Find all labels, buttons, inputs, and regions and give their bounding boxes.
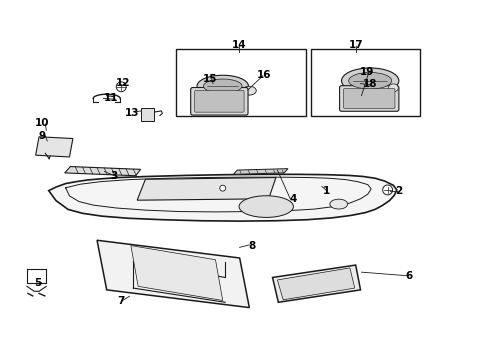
Text: 15: 15 <box>202 74 217 84</box>
Text: 8: 8 <box>247 240 255 251</box>
Ellipse shape <box>329 199 347 209</box>
Polygon shape <box>272 265 360 302</box>
Text: 13: 13 <box>124 108 139 118</box>
Bar <box>310 49 419 116</box>
Text: 17: 17 <box>347 40 362 50</box>
Text: 2: 2 <box>395 186 402 195</box>
Ellipse shape <box>197 75 248 97</box>
Polygon shape <box>131 246 223 301</box>
Text: 14: 14 <box>231 40 245 50</box>
Polygon shape <box>64 167 140 176</box>
Ellipse shape <box>239 196 293 217</box>
Ellipse shape <box>203 79 242 93</box>
Polygon shape <box>277 268 354 300</box>
Ellipse shape <box>387 84 398 92</box>
Polygon shape <box>233 168 287 174</box>
Polygon shape <box>49 174 396 221</box>
Text: 4: 4 <box>288 194 296 204</box>
Bar <box>140 108 154 121</box>
Text: 10: 10 <box>35 118 50 128</box>
Bar <box>176 49 306 116</box>
Text: 3: 3 <box>110 171 117 181</box>
Circle shape <box>382 185 392 195</box>
FancyBboxPatch shape <box>343 89 394 108</box>
Text: 5: 5 <box>34 278 41 288</box>
Polygon shape <box>36 137 73 157</box>
Text: 6: 6 <box>405 271 412 281</box>
Text: 11: 11 <box>104 94 119 103</box>
Text: 19: 19 <box>359 67 373 77</box>
Text: 12: 12 <box>115 77 130 87</box>
Text: 9: 9 <box>39 131 46 141</box>
Polygon shape <box>137 177 275 200</box>
Text: 7: 7 <box>117 296 124 306</box>
Text: 18: 18 <box>362 79 377 89</box>
Ellipse shape <box>242 86 256 95</box>
FancyBboxPatch shape <box>190 87 247 115</box>
Text: 16: 16 <box>256 71 270 80</box>
Text: 1: 1 <box>323 186 329 195</box>
FancyBboxPatch shape <box>194 90 244 112</box>
FancyBboxPatch shape <box>339 86 398 111</box>
Ellipse shape <box>348 72 391 89</box>
Circle shape <box>116 82 126 92</box>
Polygon shape <box>97 240 249 307</box>
Ellipse shape <box>341 68 398 94</box>
Circle shape <box>219 185 225 191</box>
